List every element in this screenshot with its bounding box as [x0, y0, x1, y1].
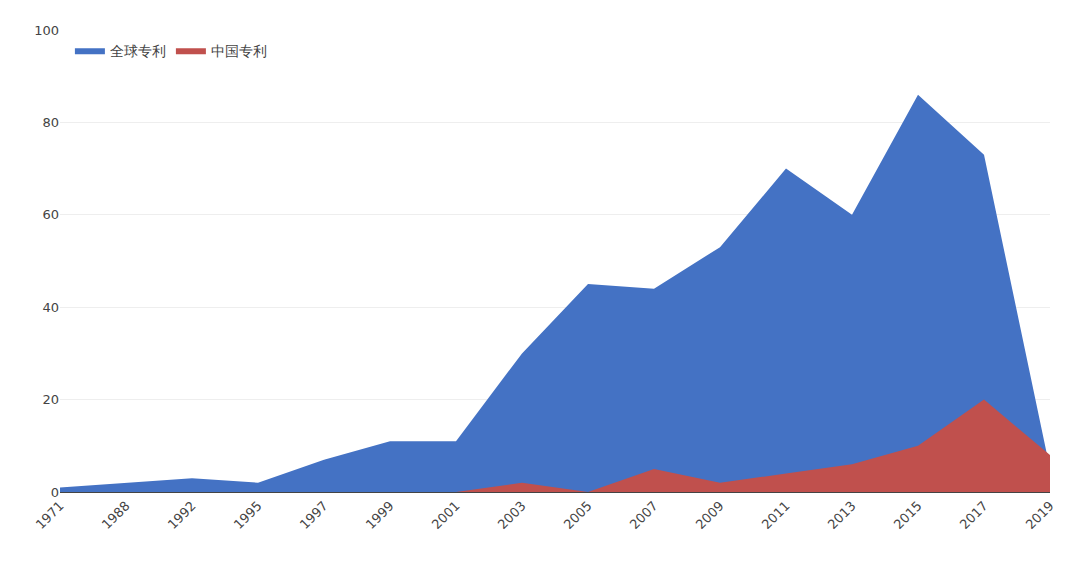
svg-text:1992: 1992: [165, 498, 199, 532]
svg-text:0: 0: [51, 485, 59, 500]
svg-text:40: 40: [42, 300, 59, 315]
svg-text:2015: 2015: [891, 498, 925, 532]
svg-text:1988: 1988: [99, 498, 133, 532]
svg-text:1971: 1971: [33, 498, 67, 532]
svg-text:2013: 2013: [825, 498, 859, 532]
svg-text:60: 60: [42, 207, 59, 222]
svg-text:2011: 2011: [759, 498, 793, 532]
svg-text:2007: 2007: [627, 498, 661, 532]
svg-text:2003: 2003: [495, 498, 529, 532]
svg-text:80: 80: [42, 115, 59, 130]
svg-text:2017: 2017: [957, 498, 991, 532]
svg-text:2005: 2005: [561, 498, 595, 532]
svg-text:中国专利: 中国专利: [211, 43, 267, 59]
svg-text:全球专利: 全球专利: [110, 43, 166, 59]
svg-text:2019: 2019: [1023, 498, 1057, 532]
svg-text:1995: 1995: [231, 498, 265, 532]
svg-text:20: 20: [42, 392, 59, 407]
svg-text:2009: 2009: [693, 498, 727, 532]
svg-text:100: 100: [34, 23, 59, 38]
svg-text:2001: 2001: [429, 498, 463, 532]
svg-text:1997: 1997: [297, 498, 331, 532]
svg-text:1999: 1999: [363, 498, 397, 532]
